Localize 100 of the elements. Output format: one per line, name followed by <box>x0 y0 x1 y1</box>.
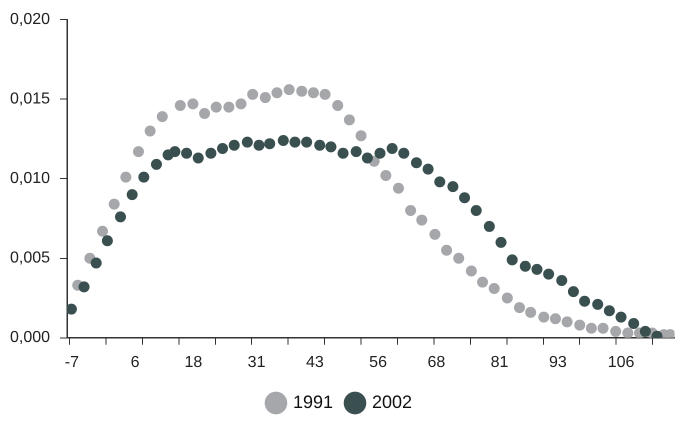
point <box>466 265 477 276</box>
point <box>374 148 386 159</box>
point <box>502 292 513 304</box>
point <box>260 92 271 104</box>
point <box>422 164 434 175</box>
point <box>434 176 446 188</box>
point <box>416 214 428 226</box>
point <box>314 140 326 151</box>
point <box>610 326 622 337</box>
point <box>271 87 282 98</box>
point <box>223 102 234 113</box>
point <box>320 88 331 100</box>
point <box>477 276 488 288</box>
legend-label: 1991 <box>292 392 334 412</box>
point <box>192 152 204 164</box>
point <box>562 316 573 328</box>
point <box>301 136 312 148</box>
point <box>187 98 198 110</box>
point <box>332 100 344 112</box>
point <box>380 170 392 182</box>
point <box>344 114 355 126</box>
y-tick-label: 0,005 <box>10 250 50 267</box>
x-tick-label: -7 <box>64 354 80 371</box>
point <box>132 146 144 158</box>
point <box>470 205 482 216</box>
point <box>97 226 108 237</box>
point <box>102 235 113 246</box>
x-tick-label: 93 <box>548 354 567 371</box>
point <box>284 84 295 96</box>
point <box>586 322 597 334</box>
x-tick-label: 68 <box>427 354 446 371</box>
point <box>199 108 210 119</box>
point <box>67 304 77 315</box>
point <box>550 313 561 324</box>
point <box>78 281 90 292</box>
point <box>496 236 507 248</box>
legend-label: 2002 <box>372 392 412 412</box>
point <box>405 205 416 216</box>
y-tick-label: 0,015 <box>10 90 50 108</box>
point <box>459 192 470 204</box>
point <box>484 220 495 232</box>
point <box>616 312 627 323</box>
point <box>90 258 102 269</box>
x-tick-label: 18 <box>184 354 202 371</box>
point <box>453 252 464 264</box>
x-tick-label: 106 <box>608 354 634 371</box>
x-tick-label: 81 <box>490 354 509 371</box>
point <box>120 172 132 183</box>
point <box>236 98 247 110</box>
point <box>338 148 349 159</box>
point <box>568 286 579 298</box>
point <box>592 298 604 310</box>
point <box>429 228 440 240</box>
point <box>640 326 651 337</box>
point <box>325 141 336 152</box>
point <box>296 86 308 97</box>
point <box>574 320 586 331</box>
point <box>169 146 180 158</box>
point <box>514 302 525 314</box>
point <box>538 312 550 323</box>
point <box>138 172 150 183</box>
point <box>622 328 634 338</box>
point <box>386 142 398 154</box>
point <box>531 264 542 275</box>
point <box>392 182 404 194</box>
point <box>362 152 373 164</box>
x-tick-label: 31 <box>248 354 266 371</box>
point <box>447 181 458 192</box>
x-tick-label: 43 <box>306 354 324 371</box>
y-tick-label: 0,000 <box>10 329 50 346</box>
point <box>150 158 162 170</box>
y-tick-label: 0,020 <box>10 11 50 28</box>
point <box>228 140 240 151</box>
point <box>174 100 186 112</box>
point <box>525 306 536 318</box>
point <box>217 142 228 154</box>
point <box>410 157 422 168</box>
point <box>628 318 640 329</box>
point <box>253 140 264 151</box>
point <box>543 268 554 280</box>
point <box>520 260 531 272</box>
point <box>108 198 120 210</box>
point <box>210 102 222 113</box>
point <box>350 146 362 158</box>
point <box>181 148 192 159</box>
point <box>247 88 258 100</box>
point <box>356 130 367 142</box>
point <box>126 189 138 200</box>
point <box>144 125 156 136</box>
point <box>506 254 518 266</box>
x-tick-label: 6 <box>130 354 140 371</box>
x-tick-label: 56 <box>369 354 388 371</box>
point <box>289 136 300 148</box>
point <box>278 135 289 146</box>
point <box>242 136 253 148</box>
point <box>488 282 500 294</box>
point <box>441 244 452 256</box>
point <box>156 111 168 122</box>
point <box>114 211 126 222</box>
point <box>264 138 276 150</box>
